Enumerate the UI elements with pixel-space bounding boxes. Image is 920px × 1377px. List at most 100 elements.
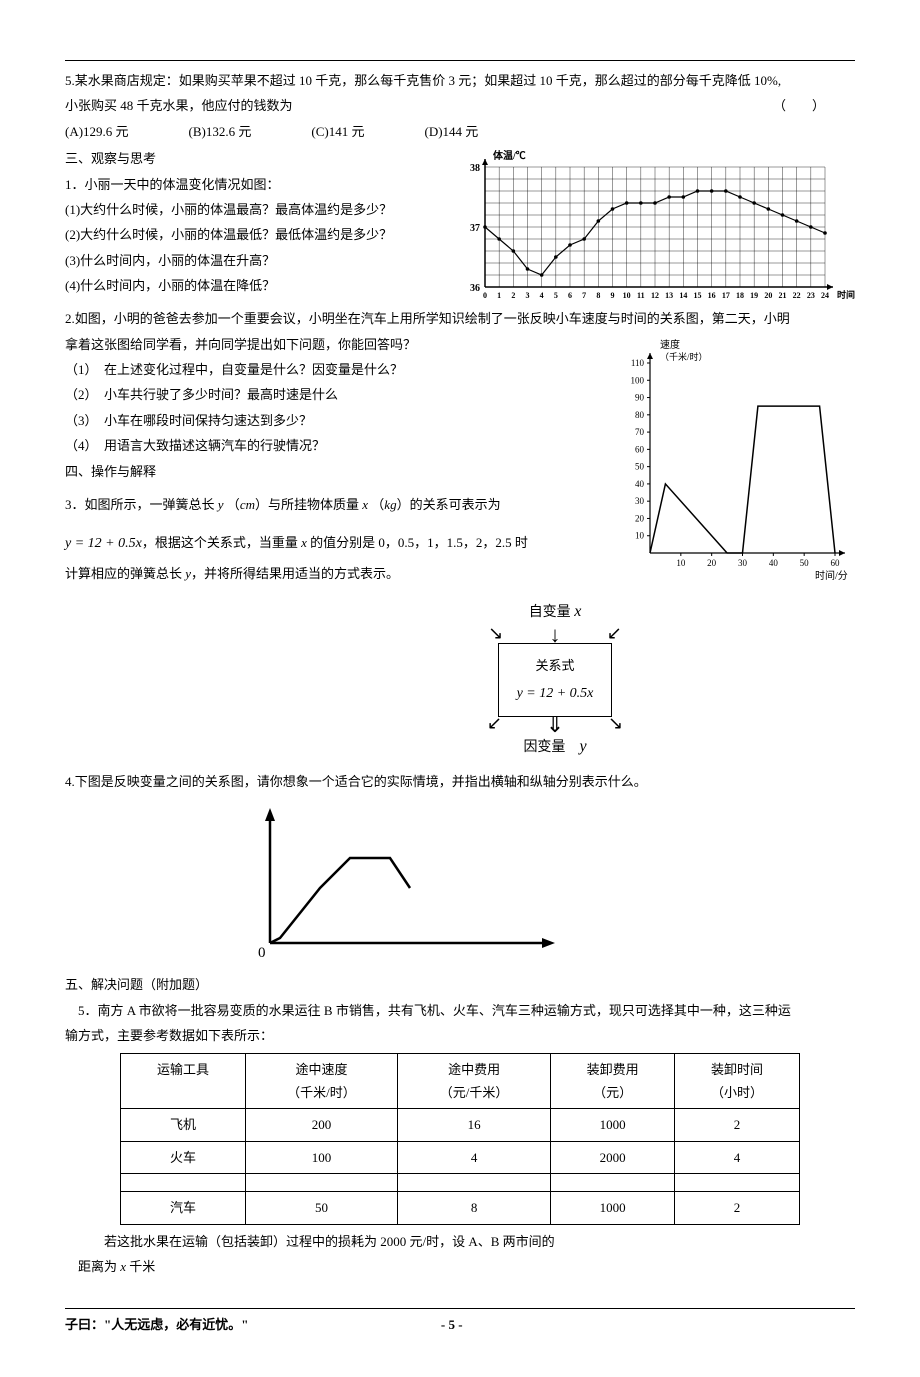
- table-cell: [550, 1174, 674, 1192]
- svg-text:37: 37: [470, 223, 480, 234]
- opt-a: (A)129.6 元: [65, 120, 129, 143]
- svg-text:体温/℃: 体温/℃: [493, 149, 526, 162]
- answer-bracket: （ ）: [773, 94, 825, 117]
- opt-d: (D)144 元: [424, 120, 478, 143]
- table-header-cell: 装卸费用（元）: [550, 1053, 674, 1109]
- section3-title: 三、观察与思考: [65, 147, 440, 170]
- table-cell: [121, 1174, 245, 1192]
- text: （: [371, 497, 384, 512]
- table-cell: 4: [398, 1141, 551, 1173]
- q4-3-line3: 计算相应的弹簧总长 y，并将所得结果用适当的方式表示。: [65, 562, 600, 585]
- table-header-cell: 途中速度（千米/时）: [245, 1053, 398, 1109]
- q5-stem: 5.某水果商店规定：如果购买苹果不超过 10 千克，那么每千克售价 3 元；如果…: [65, 69, 855, 92]
- svg-text:21: 21: [779, 291, 787, 300]
- text: ，并将所得结果用适当的方式表示。: [191, 566, 399, 581]
- text: 千米: [126, 1259, 155, 1274]
- svg-text:22: 22: [793, 291, 801, 300]
- table-row: 火车100420004: [121, 1141, 799, 1173]
- q3-1-p3: (3)什么时间内，小丽的体温在升高？: [65, 249, 440, 272]
- svg-text:110: 110: [631, 358, 645, 368]
- q5-5-line1: 5．南方 A 市欲将一批容易变质的水果运往 B 市销售，共有飞机、火车、汽车三种…: [65, 999, 855, 1022]
- svg-text:40: 40: [635, 478, 645, 488]
- text: 因变量: [523, 740, 579, 755]
- q3-2-line1: 2.如图，小明的爸爸去参加一个重要会议，小明坐在汽车上用所学知识绘制了一张反映小…: [65, 307, 855, 330]
- relation-box: 关系式 y = 12 + 0.5x: [498, 643, 613, 718]
- table-cell: 2: [675, 1109, 799, 1141]
- svg-text:9: 9: [611, 291, 615, 300]
- q3-2-p4: （4） 用语言大致描述这辆汽车的行驶情况？: [65, 434, 600, 457]
- var-y: y: [579, 738, 586, 755]
- table-cell: 200: [245, 1109, 398, 1141]
- svg-text:24: 24: [821, 291, 829, 300]
- svg-text:4: 4: [540, 291, 544, 300]
- var-x: x: [574, 603, 581, 620]
- footer-quote: 子曰："人无远虑，必有近忧。": [65, 1313, 248, 1336]
- svg-text:10: 10: [676, 558, 686, 568]
- table-cell: [675, 1174, 799, 1192]
- text: 距离为: [65, 1259, 120, 1274]
- svg-text:10: 10: [623, 291, 631, 300]
- table-row: 汽车50810002: [121, 1192, 799, 1224]
- q5-5-line2: 输方式，主要参考数据如下表所示：: [65, 1024, 855, 1047]
- svg-text:30: 30: [738, 558, 748, 568]
- table-header-cell: 运输工具: [121, 1053, 245, 1109]
- temperature-chart: 363738体温/℃012345678910111213141516171819…: [455, 147, 855, 307]
- svg-text:11: 11: [637, 291, 645, 300]
- section5-title: 五、解决问题（附加题）: [65, 973, 855, 996]
- table-header-cell: 装卸时间（小时）: [675, 1053, 799, 1109]
- svg-text:8: 8: [596, 291, 600, 300]
- q3-1-p4: (4)什么时间内，小丽的体温在降低？: [65, 274, 440, 297]
- table-cell: 汽车: [121, 1192, 245, 1224]
- relation-diagram: 自变量 x ↘↓↙ 关系式 y = 12 + 0.5x ↙⇓↘ 因变量 y: [465, 598, 645, 762]
- text: 的值分别是 0，0.5，1，1.5，2，2.5 时: [307, 535, 528, 550]
- q3-2-line2: 拿着这张图给同学看，并向同学提出如下问题，你能回答吗？: [65, 333, 600, 356]
- var-x: x: [362, 497, 368, 512]
- table-cell: [245, 1174, 398, 1192]
- svg-text:14: 14: [679, 291, 687, 300]
- svg-text:40: 40: [769, 558, 779, 568]
- table-cell: 8: [398, 1192, 551, 1224]
- svg-text:16: 16: [708, 291, 716, 300]
- table-body: 飞机2001610002火车100420004汽车50810002: [121, 1109, 799, 1224]
- page-footer: 子曰："人无远虑，必有近忧。" - 5 -: [65, 1308, 855, 1336]
- page-content: 5.某水果商店规定：如果购买苹果不超过 10 千克，那么每千克售价 3 元；如果…: [65, 69, 855, 1278]
- svg-text:50: 50: [800, 558, 810, 568]
- svg-text:时间/分: 时间/分: [815, 569, 848, 582]
- section4-title: 四、操作与解释: [65, 460, 600, 483]
- svg-text:1: 1: [497, 291, 501, 300]
- table-cell: 火车: [121, 1141, 245, 1173]
- q3-1-p2: (2)大约什么时候，小丽的体温最低？最低体温约是多少？: [65, 223, 440, 246]
- generic-chart: 0: [65, 803, 855, 963]
- svg-text:20: 20: [635, 513, 645, 523]
- formula: y = 12 + 0.5x: [65, 536, 142, 551]
- svg-text:20: 20: [707, 558, 717, 568]
- text: 小张购买 48 千克水果，他应付的钱数为: [65, 98, 293, 113]
- svg-text:30: 30: [635, 496, 645, 506]
- relation-title: 关系式: [517, 654, 594, 677]
- q3-2-p2: （2） 小车共行驶了多少时间？最高时速是什么: [65, 383, 600, 406]
- table-cell: 飞机: [121, 1109, 245, 1141]
- text: 计算相应的弹簧总长: [65, 566, 185, 581]
- table-cell: 2000: [550, 1141, 674, 1173]
- table-cell: 2: [675, 1192, 799, 1224]
- svg-text:80: 80: [635, 409, 645, 419]
- svg-text:2: 2: [511, 291, 515, 300]
- svg-text:60: 60: [635, 444, 645, 454]
- table-row: 飞机2001610002: [121, 1109, 799, 1141]
- svg-text:50: 50: [635, 461, 645, 471]
- q5-line2: 小张购买 48 千克水果，他应付的钱数为 （ ）: [65, 94, 855, 117]
- q5-5-after2: 距离为 x 千米: [65, 1255, 855, 1278]
- q3-1-p1: (1)大约什么时候，小丽的体温最高？最高体温约是多少？: [65, 198, 440, 221]
- table-cell: 16: [398, 1109, 551, 1141]
- q4-3-line1: 3．如图所示，一弹簧总长 y （cm）的关系可表示为）与所挂物体质量 x （kg…: [65, 493, 600, 516]
- text: （: [227, 497, 240, 512]
- svg-text:20: 20: [764, 291, 772, 300]
- svg-text:6: 6: [568, 291, 572, 300]
- table-blank-row: [121, 1174, 799, 1192]
- relation-formula: y = 12 + 0.5x: [517, 681, 594, 706]
- svg-text:60: 60: [831, 558, 841, 568]
- q5-options: (A)129.6 元 (B)132.6 元 (C)141 元 (D)144 元: [65, 120, 855, 143]
- svg-text:时间/时: 时间/时: [837, 289, 855, 300]
- svg-text:3: 3: [526, 291, 530, 300]
- text: 自变量: [529, 605, 575, 620]
